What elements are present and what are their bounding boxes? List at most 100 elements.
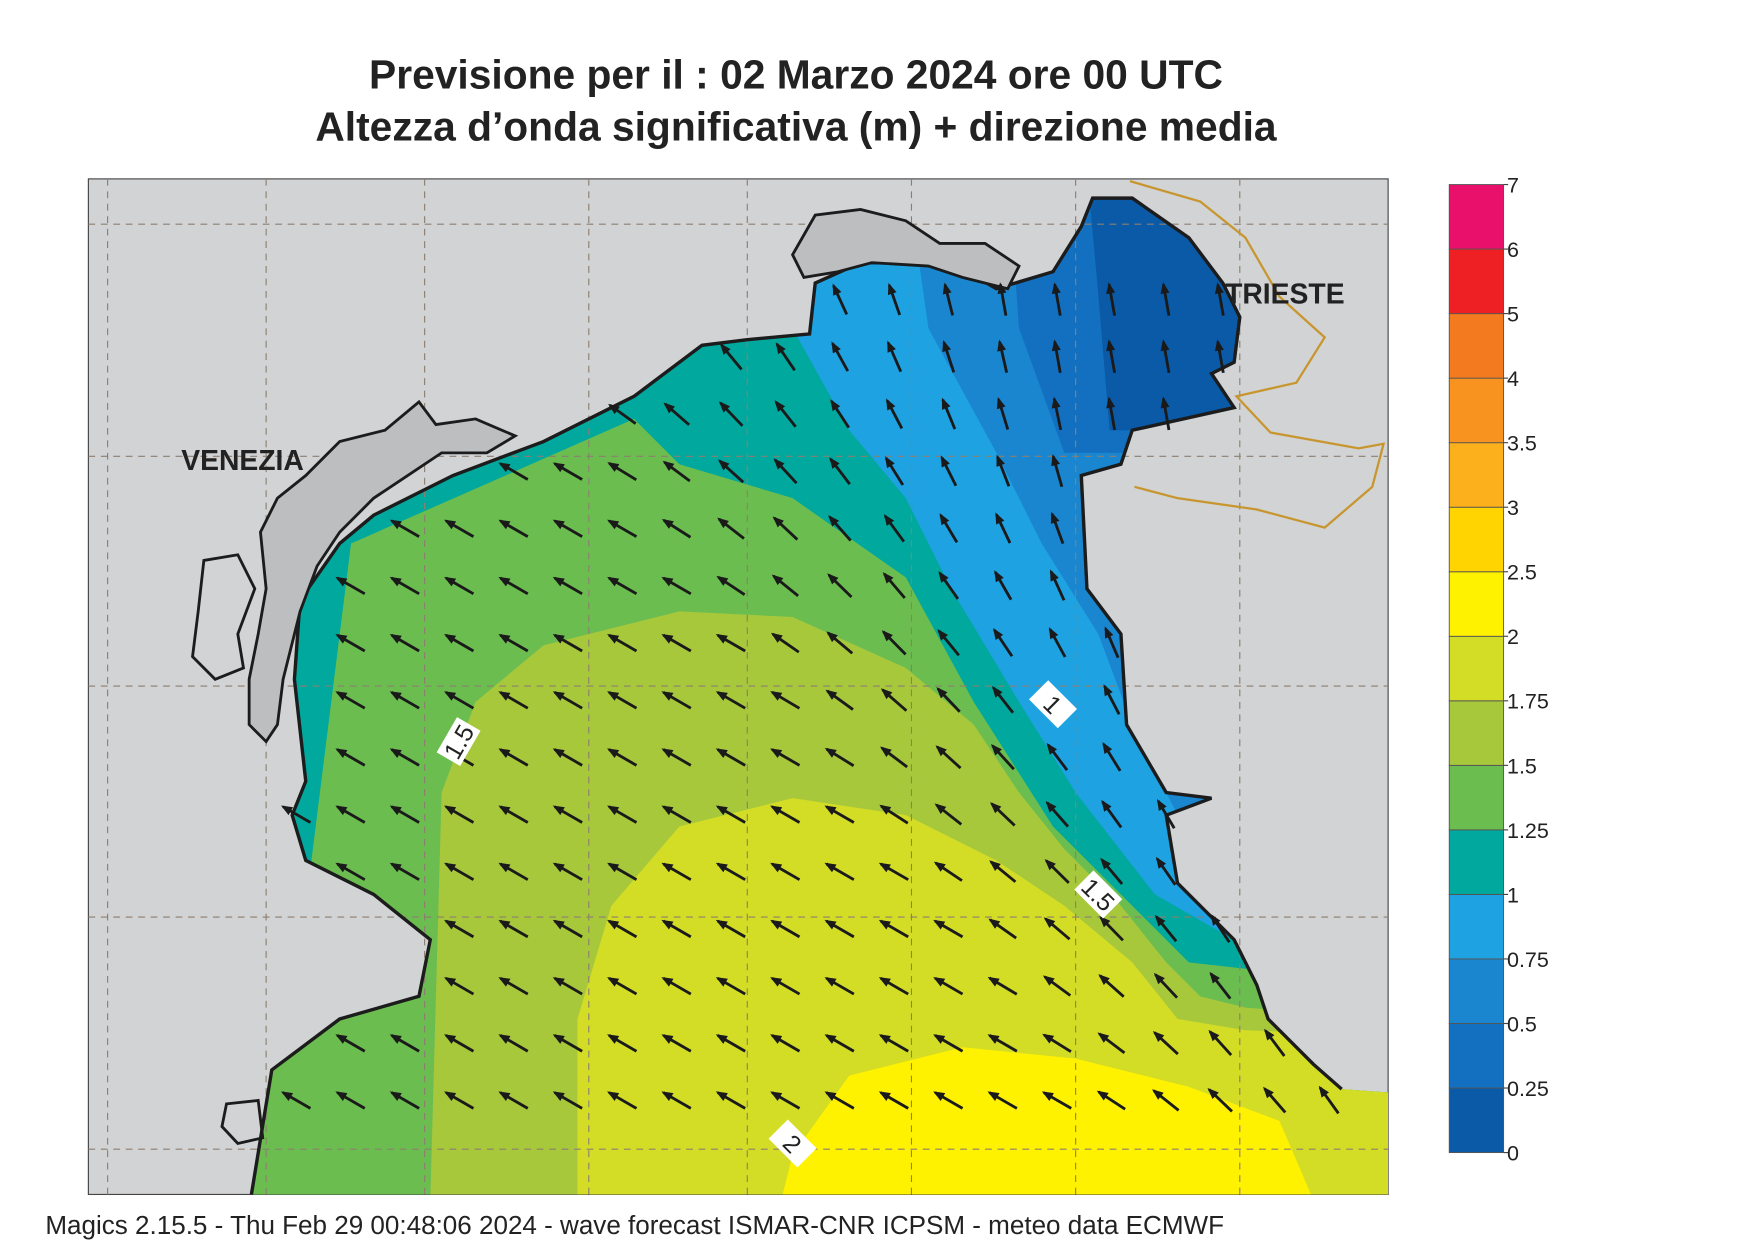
arrow-head [773,458,785,470]
arrow-head [887,282,897,296]
arrow-head [552,919,565,930]
arrow [825,689,854,711]
arrow [938,571,960,600]
arrow-head [607,977,620,987]
colorbar-label: 0.75 [1507,948,1549,972]
arrow-head [939,513,950,526]
arrow [934,803,963,826]
arrow-head [1106,396,1116,409]
arrow-head [552,462,565,473]
arrow [1152,1089,1180,1112]
arrow [885,398,904,430]
arrow [1099,915,1124,942]
arrow [878,976,909,996]
arrow-head [607,1091,620,1102]
arrow-head [825,689,838,700]
arrow-head [827,573,839,585]
arrow-head [1100,857,1111,870]
arrow-head [1042,1033,1055,1044]
arrow-head [389,1034,402,1044]
arrow-head [1043,917,1056,928]
arrow [773,458,798,485]
arrow-head [552,519,565,530]
arrow [661,748,692,767]
arrow-head [444,1091,457,1102]
arrow [498,919,529,939]
arrow [988,918,1017,940]
arrow-head [880,746,892,757]
arrow-head [498,462,511,473]
arrow-head [607,576,620,587]
arrow [607,462,638,482]
arrow [607,1091,638,1110]
colorbar-label: 4 [1507,367,1519,391]
arrow [770,632,800,654]
arrow [1101,799,1123,829]
arrow [716,575,746,596]
arrow-head [824,862,837,873]
arrow [1214,339,1225,374]
arrow [1210,913,1231,943]
arrow [1049,569,1066,601]
arrow [389,805,420,824]
arrow [335,748,366,767]
arrow [1102,742,1122,772]
arrow-head [1154,914,1166,927]
arrow-head [1044,859,1056,871]
venice-lagoon [247,399,519,744]
arrow [1106,282,1117,316]
arrow [829,457,851,486]
arrow-head [933,977,946,987]
arrow [715,976,746,996]
arrow-head [444,977,457,987]
arrow-head [996,454,1005,467]
arrow-head [1051,396,1061,409]
arrow-head [990,744,1002,756]
arrow-head [1157,798,1167,812]
arrow [498,748,529,767]
arrow [1051,454,1064,488]
arrow-head [878,1034,891,1044]
colorbar-label: 1.25 [1507,819,1549,843]
arrow-head [1207,1087,1219,1100]
arrow-head [1103,684,1113,697]
arrow-head [770,691,783,701]
arrow [281,805,312,824]
arrow [824,1034,855,1053]
subtitle: Altezza d’onda significativa (m) + direz… [315,103,1277,149]
arrow [607,805,638,824]
arrow-head [389,519,402,530]
arrow-head [718,401,731,413]
graticule [88,178,1389,1195]
arrow-head [663,402,675,414]
arrow [989,860,1017,883]
colorbar-label: 2.5 [1507,561,1537,585]
colorbar-bin [1448,1087,1505,1154]
arrow [1152,1031,1179,1056]
arrow [770,748,801,767]
arrow [552,862,583,881]
arrow-head [335,691,348,701]
arrow-head [1208,1029,1220,1042]
arrow [389,576,420,596]
arrow-head [882,572,894,584]
arrow [1097,1032,1126,1055]
arrow [1051,282,1062,316]
arrow [715,919,746,939]
arrow [607,919,638,939]
arrow-head [1045,800,1057,813]
arrow-head [498,691,511,701]
arrow-head [987,1034,1000,1044]
arrow [552,748,583,767]
colorbar-bin [1448,571,1505,637]
arrow-head [498,576,511,587]
arrow-head [661,634,674,644]
arrow [883,514,905,543]
arrow [937,629,960,657]
arrow [661,576,692,596]
arrow-head [933,861,946,872]
lagoon-islands [191,553,257,681]
arrow-head [1042,975,1055,986]
arrow-head [880,688,893,700]
